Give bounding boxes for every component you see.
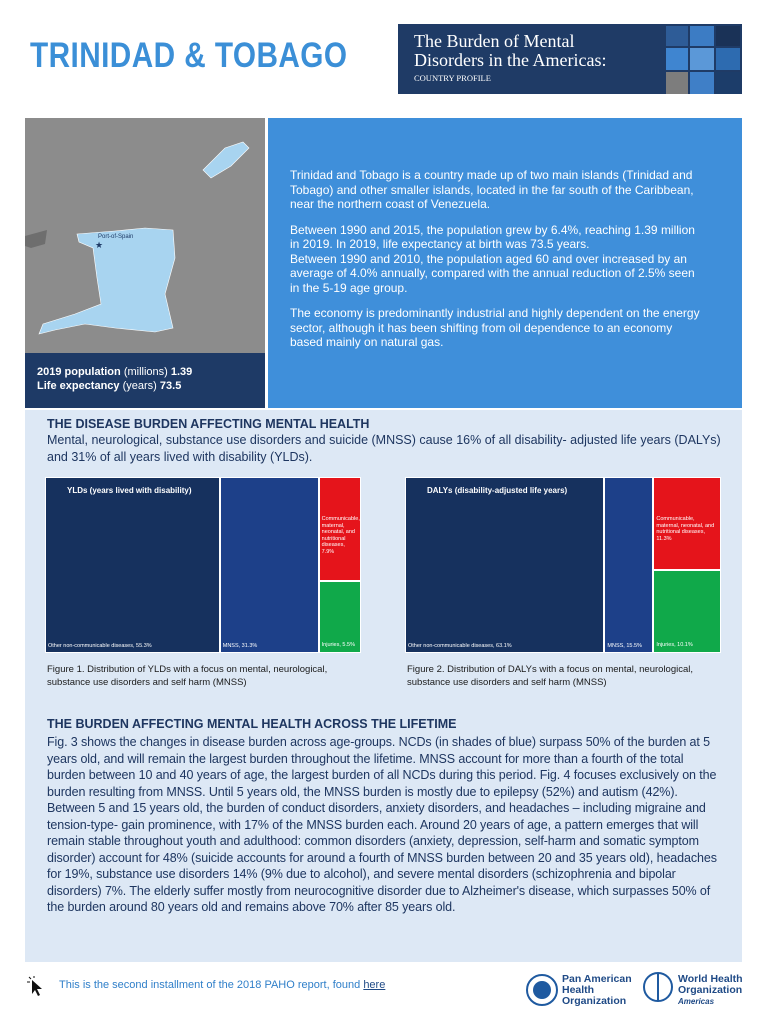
intro-paragraph: Between 1990 and 2010, the population ag… — [290, 251, 695, 295]
paho-emblem — [526, 974, 558, 1006]
stat-value: 1.39 — [170, 366, 193, 378]
cell-label: Communicable, maternal, neonatal, and nu… — [656, 516, 715, 542]
treemap-title: DALYs (disability-adjusted life years) — [427, 486, 568, 495]
treemap: Other non-communicable diseases, 55.3% MN… — [45, 477, 361, 653]
logo-line: Pan American — [562, 973, 632, 985]
city-label: Port-of-Spain — [98, 234, 133, 240]
cell-label: Injuries, 10.1% — [656, 642, 693, 649]
report-title: The Burden of Mental — [414, 31, 575, 51]
footer-link[interactable]: here — [363, 979, 386, 991]
logo-region: Americas — [678, 997, 715, 1006]
cell-label: Injuries, 5.5% — [321, 642, 355, 649]
treemap: Other non-communicable diseases, 63.1% MN… — [405, 477, 721, 653]
stat-label: Life expectancy — [37, 380, 120, 392]
treemap-cell: Other non-communicable diseases, 55.3% — [45, 477, 220, 653]
cell-label: Communicable, maternal, neonatal, and nu… — [321, 516, 360, 555]
logo-line: Organization — [678, 984, 743, 996]
treemap-cell: Communicable, maternal, neonatal, and nu… — [318, 477, 361, 581]
treemap-cell: Other non-communicable diseases, 63.1% — [405, 477, 605, 653]
report-title: Disorders in the Americas: — [414, 50, 607, 70]
who-emblem — [643, 972, 673, 1002]
who-name: World Health Organization Americas — [678, 974, 743, 1007]
report-header: The Burden of Mental Disorders in the Am… — [398, 24, 742, 94]
intro-box: Trinidad and Tobago is a country made up… — [268, 118, 742, 408]
intro-paragraph: Between 1990 and 2015, the population gr… — [290, 222, 695, 252]
footer-text: This is the second installment of the 20… — [59, 979, 361, 991]
treemap-cell: Injuries, 10.1% — [653, 569, 721, 653]
intro-paragraph: Trinidad and Tobago is a country made up… — [290, 168, 694, 211]
cursor-icon — [27, 976, 42, 996]
footer-note: This is the second installment of the 20… — [59, 979, 385, 991]
figure-caption: Figure 1. Distribution of YLDs with a fo… — [47, 664, 328, 688]
cell-label: Other non-communicable diseases, 55.3% — [48, 642, 152, 649]
stat-unit: (millions) — [123, 366, 168, 378]
cell-label: Other non-communicable diseases, 63.1% — [408, 642, 512, 649]
section-text: Fig. 3 shows the changes in disease burd… — [47, 735, 717, 914]
figure-caption: Figure 2. Distribution of DALYs with a f… — [407, 664, 694, 688]
country-title: TRINIDAD & TOBAGO — [30, 36, 348, 75]
intro-paragraph: The economy is predominantly industrial … — [290, 306, 700, 349]
stat-row: 2019 population (millions) 1.39 — [37, 365, 265, 379]
svg-text:★: ★ — [95, 240, 103, 250]
treemap-cell: Injuries, 5.5% — [318, 580, 361, 653]
treemap-title: YLDs (years lived with disability) — [67, 486, 192, 495]
logo-line: Organization — [562, 995, 627, 1007]
stats-box: 2019 population (millions) 1.39 Life expe… — [25, 353, 265, 408]
stat-value: 73.5 — [159, 380, 182, 392]
logo-line: World Health — [678, 973, 743, 985]
cell-label: MNSS, 15.5% — [607, 642, 642, 649]
stat-row: Life expectancy (years) 73.5 — [37, 379, 265, 393]
stat-label: 2019 population — [37, 366, 121, 378]
paho-name: Pan American Health Organization — [562, 974, 632, 1007]
cell-label: MNSS, 31.3% — [222, 642, 258, 649]
logo-line: Health — [562, 984, 595, 996]
section-heading: THE DISEASE BURDEN AFFECTING MENTAL HEAL… — [47, 417, 370, 431]
report-subtitle: COUNTRY PROFILE — [414, 73, 491, 83]
treemap-cell: MNSS, 31.3% — [219, 477, 319, 653]
map-graphic: Port-of-Spain ★ — [25, 141, 250, 335]
treemap-cell: Communicable, maternal, neonatal, and nu… — [653, 477, 721, 570]
section-heading: THE BURDEN AFFECTING MENTAL HEALTH ACROS… — [47, 717, 457, 731]
section-text: Mental, neurological, substance use diso… — [47, 433, 721, 464]
treemap-cell: MNSS, 15.5% — [604, 477, 654, 653]
decor-squares — [666, 26, 740, 94]
stat-unit: (years) — [122, 380, 157, 392]
